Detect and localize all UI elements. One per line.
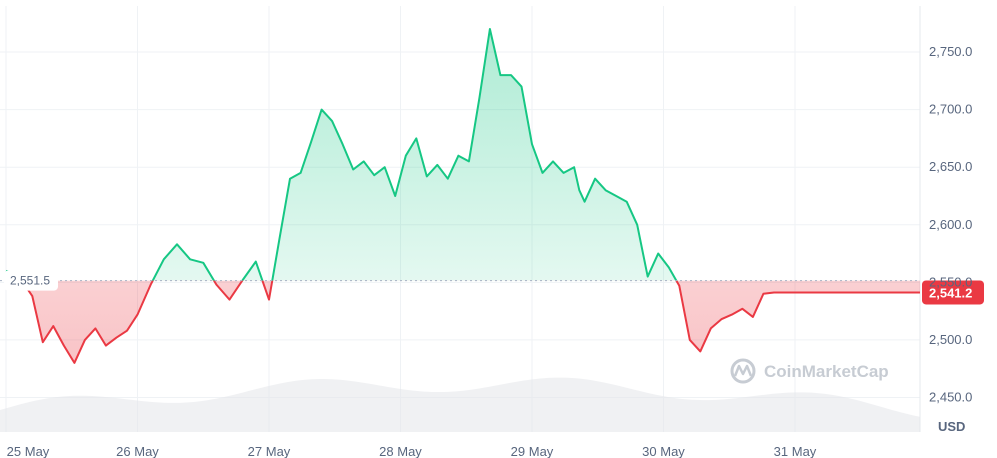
volume-area [0, 377, 920, 432]
watermark: CoinMarketCap [730, 358, 889, 384]
x-tick-label: 29 May [511, 444, 554, 458]
reference-label-bg [4, 270, 58, 291]
x-tick-label: 25 May [7, 444, 50, 458]
y-tick-label: 2,600.0 [929, 217, 972, 232]
reference-label: 2,551.5 [10, 274, 50, 288]
area-above-reference [6, 29, 920, 281]
x-tick-label: 31 May [774, 444, 817, 458]
x-tick-label: 27 May [248, 444, 291, 458]
y-tick-label: 2,750.0 [929, 44, 972, 59]
x-tick-label: 28 May [379, 444, 422, 458]
coinmarketcap-logo-icon [730, 358, 756, 384]
watermark-text: CoinMarketCap [764, 362, 889, 381]
price-line-up [5, 28, 678, 281]
area-below-reference [21, 280, 920, 363]
y-axis: 2,450.0 2,500.0 2,550.0 2,600.0 2,650.0 2,700… [929, 44, 972, 404]
y-tick-label: 2,700.0 [929, 102, 972, 117]
unit-label: USD [938, 419, 965, 434]
price-line-down [20, 280, 920, 364]
price-area [6, 29, 920, 363]
price-line [5, 28, 920, 364]
y-tick-label: 2,450.0 [929, 389, 972, 404]
y-tick-label: 2,500.0 [929, 332, 972, 347]
x-tick-label: 30 May [642, 444, 685, 458]
y-tick-label: 2,550.0 [929, 274, 972, 289]
x-tick-label: 26 May [116, 444, 159, 458]
current-price-badge [922, 280, 984, 305]
current-price-label: 2,541.2 [929, 285, 972, 300]
volume-bars [0, 377, 920, 432]
y-tick-label: 2,650.0 [929, 159, 972, 174]
x-axis: 25 May 26 May 27 May 28 May 29 May 30 May 31 M… [7, 444, 817, 458]
reference-line: 2,551.5 2,541.2 [0, 270, 984, 305]
